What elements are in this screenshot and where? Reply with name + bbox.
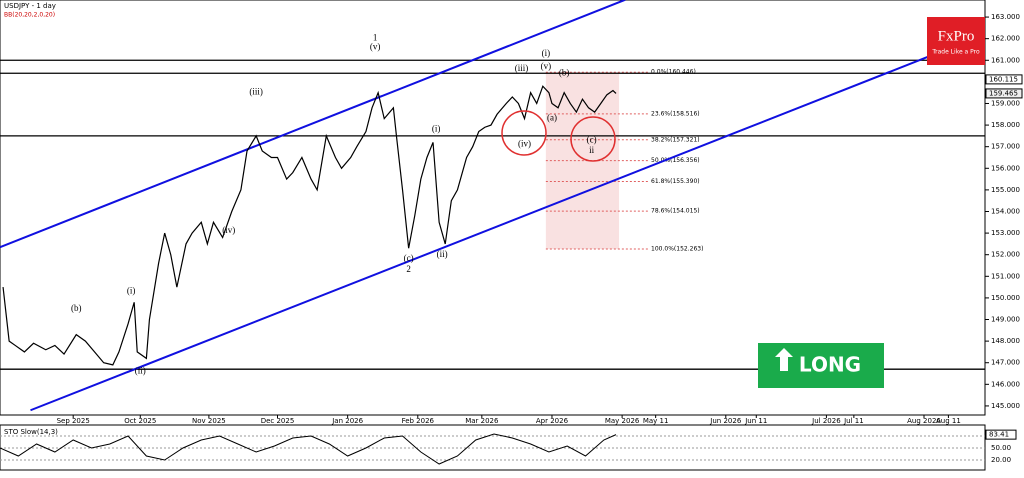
y-tick-label: 157.000 <box>991 143 1020 151</box>
wave-label: (b) <box>559 67 570 77</box>
x-tick-label: Jul 11 <box>843 417 864 425</box>
x-tick-label: Jun 2026 <box>709 417 742 425</box>
logo-tagline: Trade Like a Pro <box>931 49 980 56</box>
wave-label: (i) <box>432 123 441 133</box>
wave-label: (c) <box>587 134 597 144</box>
wave-label: 2 <box>406 264 411 274</box>
y-tick-label: 162.000 <box>991 35 1020 43</box>
channel-line <box>30 55 931 412</box>
channel-line <box>0 0 626 249</box>
price-label-box <box>985 88 1023 99</box>
highlight-circle <box>570 116 616 162</box>
wave-label: (ii) <box>135 365 146 375</box>
x-tick-label: Dec 2025 <box>261 417 295 425</box>
x-tick-label: Aug 11 <box>936 417 961 425</box>
up-arrow <box>775 348 793 371</box>
signal-label: LONG <box>799 353 861 377</box>
sto-title: STO Slow(14,3) <box>4 428 58 436</box>
wave-label: (v) <box>541 61 552 71</box>
wave-label: (i) <box>127 285 136 295</box>
y-tick-label: 152.000 <box>991 251 1020 259</box>
x-tick-label: May 11 <box>643 417 669 425</box>
fib-label: 23.6%(158.516) <box>651 110 700 117</box>
sto-current-box <box>985 429 1017 440</box>
x-tick-label: Nov 2025 <box>192 417 226 425</box>
y-tick-label: 149.000 <box>991 316 1020 324</box>
fib-label: 100.0%(152.263) <box>651 246 703 253</box>
fib-label: 0.0%(160.446) <box>651 69 696 76</box>
x-tick-label: Jul 2026 <box>811 417 841 425</box>
y-tick-label: 158.000 <box>991 121 1020 129</box>
x-tick-label: Apr 2026 <box>536 417 569 425</box>
y-tick-label: 147.000 <box>991 359 1020 367</box>
price-label-box <box>985 74 1023 85</box>
wave-label: (b) <box>71 303 82 313</box>
y-tick-label: 163.000 <box>991 13 1020 21</box>
sto-line <box>0 433 617 465</box>
price-label: 160.115 <box>989 75 1018 83</box>
logo-brand: FxPro <box>938 28 975 44</box>
wave-label: (iv) <box>222 225 235 235</box>
fib-label: 50.0%(156.356) <box>651 157 700 164</box>
highlight-circle <box>501 110 547 156</box>
x-tick-label: Sep 2025 <box>57 417 90 425</box>
x-tick-label: May 2026 <box>605 417 640 425</box>
y-tick-label: 159.000 <box>991 99 1020 107</box>
chart-title: USDJPY - 1 day <box>4 2 56 10</box>
wave-label: (i) <box>542 48 551 58</box>
fib-label: 38.2%(157.321) <box>651 136 700 143</box>
fib-label: 78.6%(154.015) <box>651 208 700 215</box>
sto-tick-label: 50.00 <box>991 444 1011 452</box>
wave-label: (iii) <box>249 87 263 97</box>
logo-box <box>927 17 985 65</box>
y-tick-label: 146.000 <box>991 380 1020 388</box>
wave-label: (a) <box>547 113 557 123</box>
wave-label: (c) <box>404 253 414 263</box>
y-tick-label: 161.000 <box>991 56 1020 64</box>
y-tick-label: 155.000 <box>991 186 1020 194</box>
wave-label: (iii) <box>515 63 529 73</box>
plot-frame <box>0 0 986 416</box>
indicator-label: BB(20,20,2,0,20) <box>4 12 55 19</box>
wave-label: (iv) <box>518 139 531 149</box>
x-tick-label: Feb 2026 <box>402 417 435 425</box>
price-line <box>2 85 617 366</box>
y-tick-label: 145.000 <box>991 402 1020 410</box>
y-tick-label: 156.000 <box>991 164 1020 172</box>
sto-tick-label: 20.00 <box>991 456 1011 464</box>
x-tick-label: Jan 2026 <box>331 417 363 425</box>
y-tick-label: 154.000 <box>991 207 1020 215</box>
x-tick-label: Mar 2026 <box>465 417 499 425</box>
wave-label: 1 <box>373 33 378 43</box>
wave-label: (v) <box>370 41 381 51</box>
x-tick-label: Aug 2026 <box>907 417 941 425</box>
sto-current-label: 83.41 <box>989 431 1009 439</box>
y-tick-label: 151.000 <box>991 272 1020 280</box>
y-tick-label: 150.000 <box>991 294 1020 302</box>
x-tick-label: Jun 11 <box>744 417 767 425</box>
wave-label: ii <box>589 145 595 155</box>
y-tick-label: 148.000 <box>991 337 1020 345</box>
price-label: 159.465 <box>989 89 1018 97</box>
fib-label: 61.8%(155.390) <box>651 178 700 185</box>
y-tick-label: 153.000 <box>991 229 1020 237</box>
x-tick-label: Oct 2025 <box>124 417 156 425</box>
wave-label: (ii) <box>437 249 448 259</box>
signal-box <box>758 343 884 388</box>
